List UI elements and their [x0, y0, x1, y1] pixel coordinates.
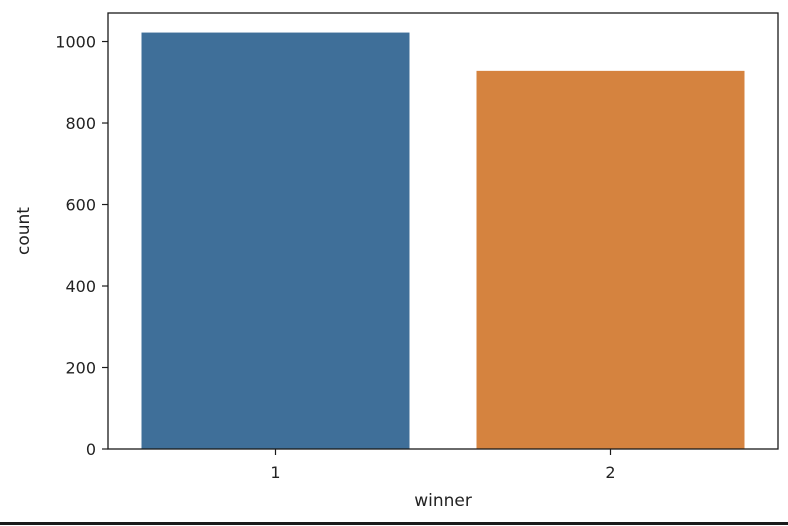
- x-axis-label: winner: [414, 491, 472, 511]
- bars-group: [141, 32, 745, 450]
- plot-frame: [107, 12, 779, 450]
- x-tick-label: 2: [605, 463, 615, 482]
- y-tick-label: 1000: [55, 33, 96, 52]
- y-axis-label: count: [14, 207, 34, 255]
- y-tick-label: 800: [65, 114, 96, 133]
- y-tick-label: 200: [65, 359, 96, 378]
- bar-2: [476, 70, 745, 449]
- y-tick-label: 400: [65, 277, 96, 296]
- bottom-divider: [0, 522, 788, 525]
- bar-1: [141, 32, 410, 450]
- y-tick-label: 0: [86, 440, 96, 459]
- y-tick-label: 600: [65, 196, 96, 215]
- y-axis: 0 200 400 600 800 1000: [55, 33, 108, 459]
- x-tick-label: 1: [270, 463, 280, 482]
